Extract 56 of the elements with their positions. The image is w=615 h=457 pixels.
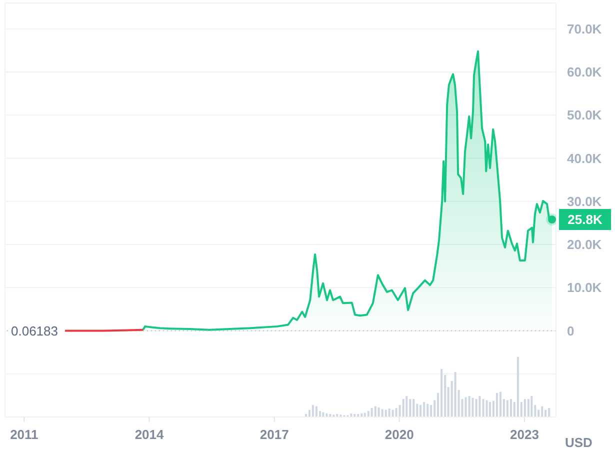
bar <box>423 402 426 417</box>
bar <box>378 407 380 417</box>
bar <box>388 408 390 417</box>
bar <box>315 406 318 417</box>
x-tick-label: 2014 <box>134 427 165 442</box>
data-label: 25.8K <box>568 212 603 228</box>
x-tick-label: 2017 <box>260 427 289 442</box>
bar <box>409 399 412 417</box>
y-tick-label: 10.0K <box>567 280 602 296</box>
bar <box>322 412 324 417</box>
bar <box>527 399 530 417</box>
y-tick-label: 50.0K <box>567 108 602 123</box>
bar <box>374 406 376 417</box>
y-tick-label: 30.0K <box>567 194 602 209</box>
bar <box>524 399 526 417</box>
bar <box>312 405 314 417</box>
bar <box>395 408 398 417</box>
y-tick-label: 70.0K <box>567 21 602 36</box>
bar <box>468 396 470 417</box>
y-tick-label: 20.0K <box>567 237 602 252</box>
bar <box>530 396 533 417</box>
bar <box>541 406 544 417</box>
bar <box>488 402 491 417</box>
bar <box>478 396 481 417</box>
bar <box>548 408 550 417</box>
bar <box>402 399 404 417</box>
bar <box>367 411 370 417</box>
bar <box>420 405 422 417</box>
bar <box>516 357 519 417</box>
y-tick-label: 40.0K <box>567 150 602 166</box>
bar <box>482 399 484 417</box>
y-axis-title: USD <box>565 435 592 450</box>
bar <box>510 399 512 417</box>
bar <box>370 408 373 417</box>
ref-line-label: 0.06183 <box>11 323 58 338</box>
bar <box>454 372 456 417</box>
y-tick-label: 60.0K <box>567 64 602 80</box>
bar <box>381 409 384 417</box>
y-tick-label: 0 <box>567 323 574 338</box>
bar <box>426 404 429 417</box>
bar <box>472 398 474 417</box>
x-tick-label: 2011 <box>10 427 38 442</box>
bar <box>544 410 547 417</box>
bar <box>384 410 387 417</box>
bar <box>412 399 415 417</box>
bar <box>406 396 408 417</box>
bar <box>499 392 502 417</box>
bar <box>464 397 467 417</box>
bar <box>475 399 478 417</box>
x-tick-label: 2020 <box>384 427 414 442</box>
bar <box>506 400 508 417</box>
bar <box>486 400 488 417</box>
bar <box>496 393 498 417</box>
bar <box>440 369 443 417</box>
x-tick-label: 2023 <box>510 427 539 442</box>
bar <box>392 410 394 417</box>
